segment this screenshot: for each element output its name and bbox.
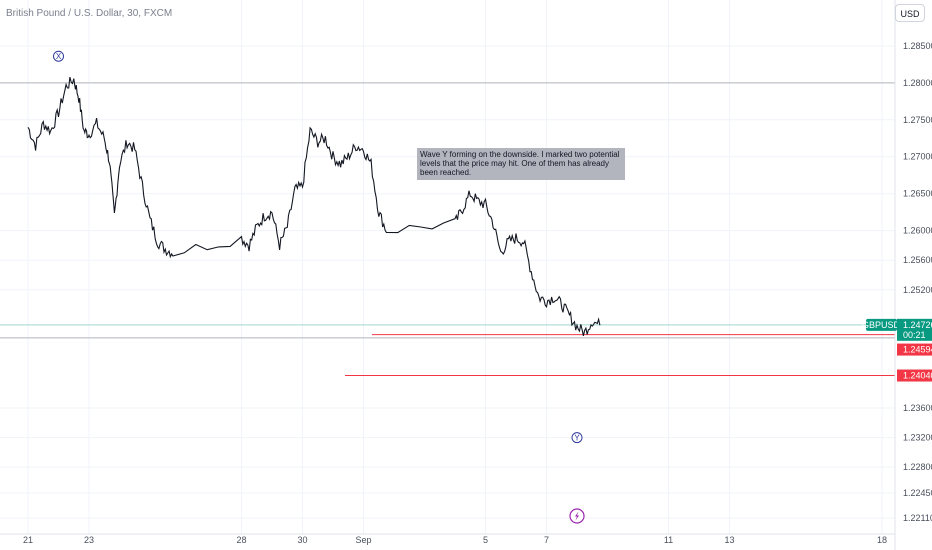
x-tick-label: 28 (236, 535, 246, 545)
level-tag-1 (897, 343, 932, 356)
x-tick-label: 23 (84, 535, 94, 545)
y-tick-label: 1.28500 (903, 41, 932, 51)
x-tick-label: 21 (23, 535, 33, 545)
x-tick-label: 30 (297, 535, 307, 545)
y-tick-label: 1.26500 (903, 189, 932, 199)
y-tick-label: 1.23200 (903, 433, 932, 443)
annotation-note[interactable]: Wave Y forming on the downside. I marked… (417, 148, 625, 180)
level-tag-2-text: 1.24040 (903, 371, 932, 381)
x-tick-label: 18 (877, 535, 887, 545)
last-price-tag (897, 318, 932, 341)
y-tick-label: 1.26000 (903, 226, 932, 236)
y-tick-label: 1.27500 (903, 115, 932, 125)
wave-label-y: Y (574, 434, 580, 443)
currency-button[interactable]: USD (895, 4, 925, 22)
x-tick-label: 13 (724, 535, 734, 545)
x-tick-label: Sep (355, 535, 371, 545)
y-tick-label: 1.28000 (903, 78, 932, 88)
level-lines (0, 82, 895, 377)
last-price-tag-text: 1.24726 (903, 320, 932, 330)
wave-label-circle (571, 432, 583, 444)
x-tick-label: 5 (483, 535, 488, 545)
y-tick-label: 1.22800 (903, 462, 932, 472)
x-tick-label: 11 (664, 535, 673, 545)
level-tag-1-text: 1.24594 (903, 345, 932, 355)
wave-labels: XY (53, 50, 585, 524)
countdown-text: 00:21 (903, 330, 926, 340)
symbol-title: British Pound / U.S. Dollar, 30, FXCM (6, 8, 173, 19)
price-series (27, 76, 601, 337)
wave-label-x: X (56, 52, 62, 61)
level-tag-2 (897, 369, 932, 382)
symbol-tag (866, 318, 897, 331)
price-line (27, 76, 601, 337)
y-tick-label: 1.23600 (903, 403, 932, 413)
grid (0, 0, 895, 534)
y-tick-label: 1.22110 (903, 513, 932, 523)
y-axis[interactable]: 1.28500 1.28000 1.27500 1.27000 1.26500 1.260… (903, 41, 932, 523)
y-tick-label: 1.27000 (903, 152, 932, 162)
x-tick-label: 7 (544, 535, 549, 545)
y-tick-label: 1.25200 (903, 285, 932, 295)
lightning-icon (575, 511, 579, 521)
wave-label-circle (53, 50, 64, 62)
symbol-tag-text: GBPUSD (862, 320, 901, 330)
y-tick-label: 1.22450 (903, 488, 932, 498)
y-tick-label: 1.25600 (903, 255, 932, 265)
